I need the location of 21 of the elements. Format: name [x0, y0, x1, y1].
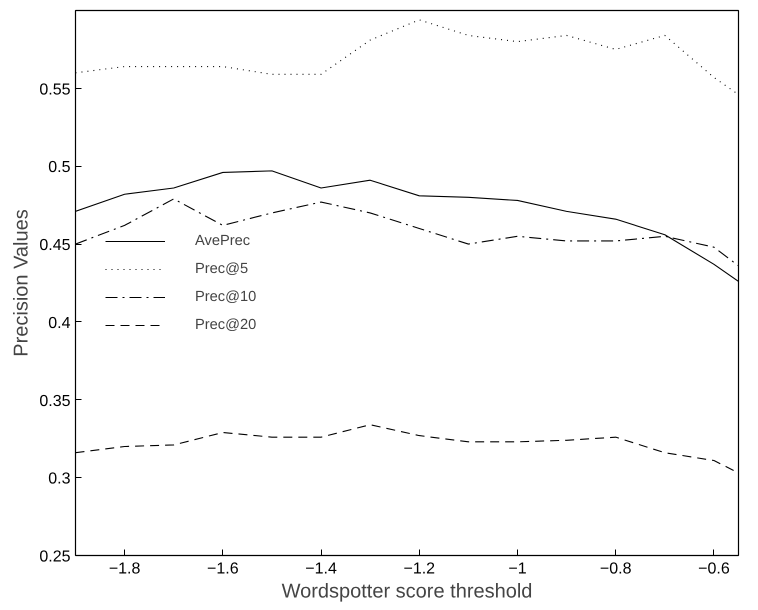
x-tick-label: −1.4: [305, 560, 337, 578]
y-tick-label: 0.45: [39, 237, 71, 254]
legend-label: Prec@5: [195, 260, 248, 276]
y-axis-title: Precision Values: [10, 209, 32, 357]
y-tick-label: 0.25: [39, 548, 71, 566]
x-tick-label: −1.8: [108, 560, 141, 578]
line-series: [76, 19, 738, 96]
legend-label: Prec@20: [195, 316, 256, 332]
y-tick-label: 0.55: [39, 81, 71, 98]
x-tick-label: −0.8: [600, 560, 632, 578]
x-tick-label: −1.2: [403, 560, 436, 578]
legend-label: AvePrec: [195, 232, 250, 248]
y-tick-label: 0.3: [48, 470, 71, 488]
y-tick-label: 0.5: [48, 159, 71, 176]
x-tick-label: −0.6: [698, 560, 730, 578]
x-tick-label: −1: [508, 560, 527, 578]
x-axis-title: Wordspotter score threshold: [282, 580, 532, 602]
y-tick-label: 0.4: [48, 314, 71, 332]
y-tick-label: 0.35: [39, 392, 71, 410]
x-tick-label: −1.6: [207, 560, 239, 578]
legend-label: Prec@10: [195, 288, 256, 304]
